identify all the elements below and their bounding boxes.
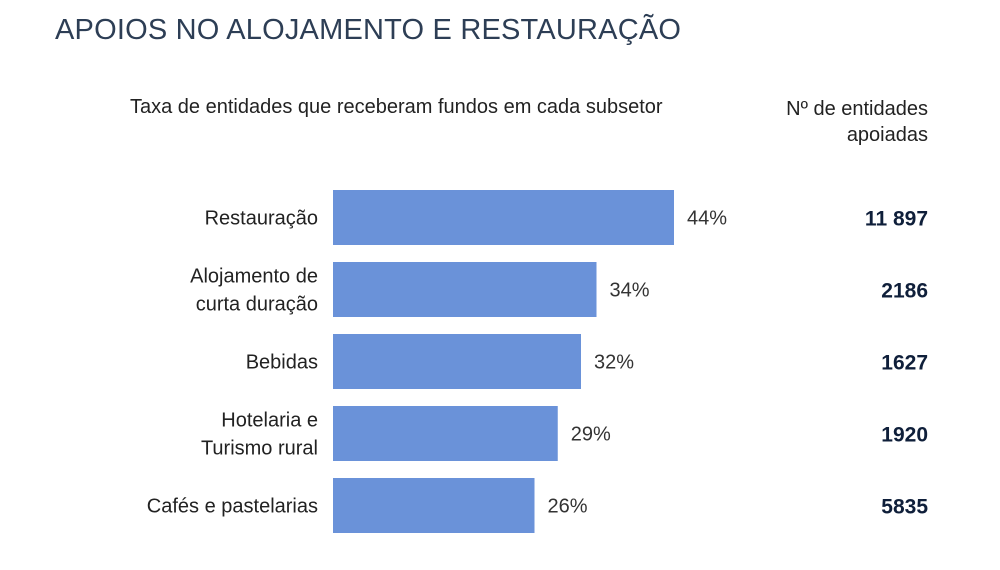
bar xyxy=(333,406,558,461)
value-label: 29% xyxy=(571,424,611,446)
bars-group: Restauração 44% 11 897 Alojamento de curta d… xyxy=(147,190,928,533)
entity-count: 1920 xyxy=(881,424,928,447)
chart-subtitle: Taxa de entidades que receberam fundos e… xyxy=(130,96,663,118)
category-label: Hotelaria e Turismo rural xyxy=(201,410,318,460)
value-label: 26% xyxy=(548,496,588,518)
entity-count: 1627 xyxy=(881,352,928,375)
bar xyxy=(333,190,674,245)
value-label: 44% xyxy=(687,208,727,230)
entity-count: 5835 xyxy=(881,496,928,519)
category-label: Cafés e pastelarias xyxy=(147,496,318,518)
entity-count: 11 897 xyxy=(865,208,928,231)
value-label: 34% xyxy=(610,280,650,302)
bar xyxy=(333,478,535,533)
page-title: APOIOS NO ALOJAMENTO E RESTAURAÇÃO xyxy=(55,14,682,46)
entity-count: 2186 xyxy=(881,280,928,303)
bar xyxy=(333,334,581,389)
category-label: Restauração xyxy=(205,208,318,230)
count-column-header: Nº de entidades apoiadas xyxy=(786,98,928,146)
category-label: Alojamento de curta duração xyxy=(190,266,318,316)
value-label: 32% xyxy=(594,352,634,374)
bar xyxy=(333,262,597,317)
category-label: Bebidas xyxy=(246,352,318,374)
